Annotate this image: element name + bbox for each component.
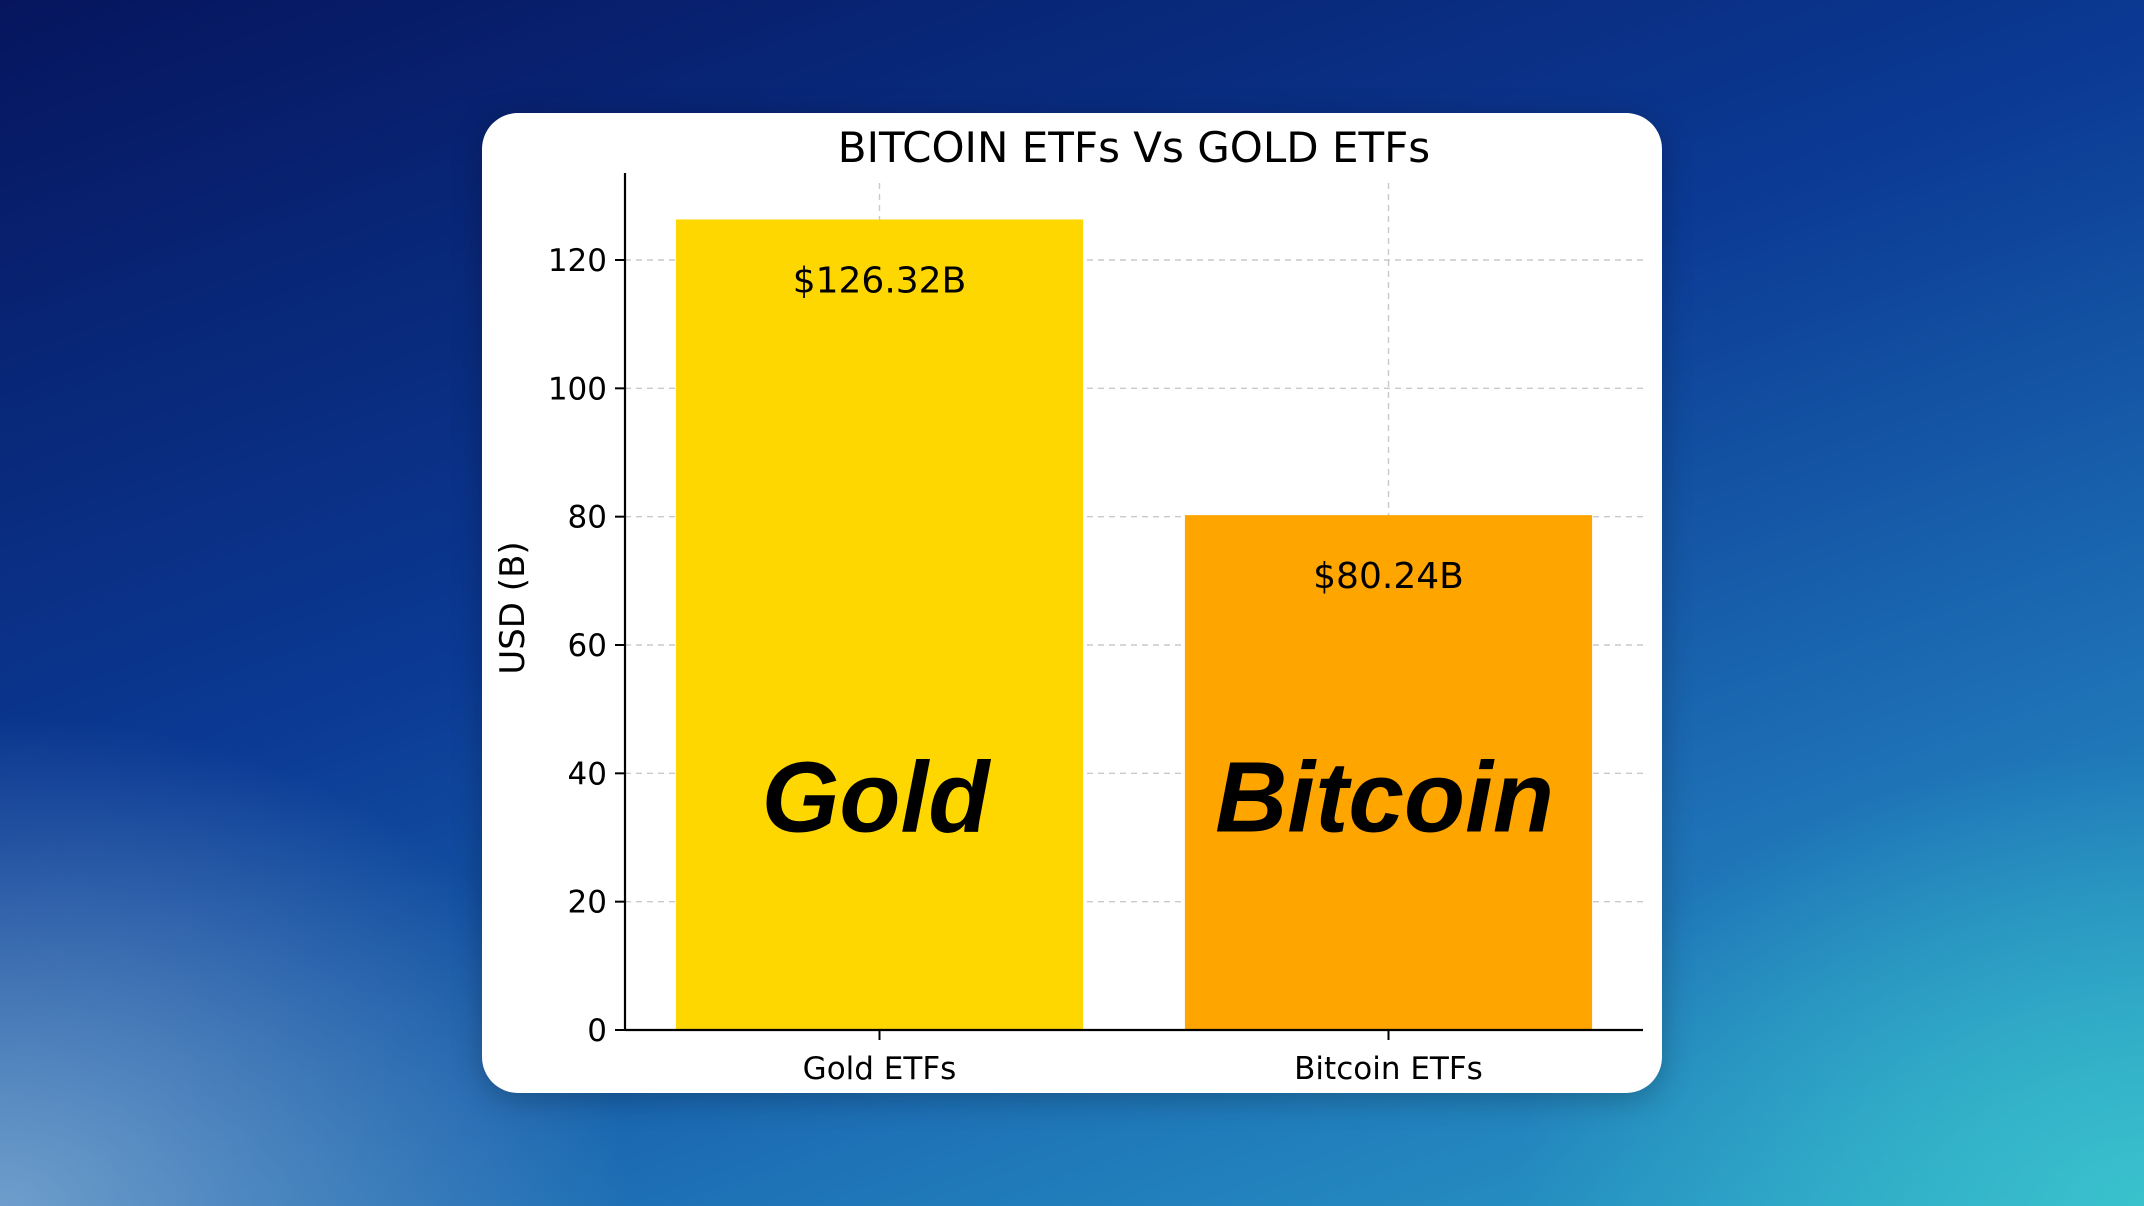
y-tick-label: 40 (568, 756, 607, 792)
bars (675, 219, 1593, 1030)
bar-bitcoin-etfs (1184, 515, 1593, 1030)
y-tick-label: 100 (548, 371, 607, 407)
y-tick-label: 120 (548, 243, 607, 279)
bar-chart: BITCOIN ETFs Vs GOLD ETFs USD (B) 0 20 40 6… (493, 123, 1643, 1087)
x-tick-label: Bitcoin ETFs (1294, 1051, 1483, 1087)
x-tick-label: Gold ETFs (803, 1051, 957, 1087)
y-tick-label: 80 (568, 500, 607, 536)
y-tick-label: 0 (587, 1013, 607, 1049)
bar-gold-etfs (675, 219, 1084, 1030)
data-labels: $126.32B $80.24B Gold Bitcoin (762, 260, 1554, 853)
value-label: $126.32B (793, 260, 967, 301)
y-tick-label: 20 (568, 885, 607, 921)
axes: 0 20 40 60 80 100 120 Gold ETFs Bitcoin ETFs (548, 173, 1643, 1087)
y-axis-label: USD (B) (493, 541, 533, 674)
bar-overlay-label: Gold (762, 741, 992, 853)
bar-overlay-label: Bitcoin (1215, 741, 1554, 853)
chart-title: BITCOIN ETFs Vs GOLD ETFs (838, 123, 1430, 172)
chart-card: BITCOIN ETFs Vs GOLD ETFs USD (B) 0 20 40 6… (482, 113, 1662, 1093)
y-tick-label: 60 (568, 628, 607, 664)
value-label: $80.24B (1313, 556, 1464, 597)
